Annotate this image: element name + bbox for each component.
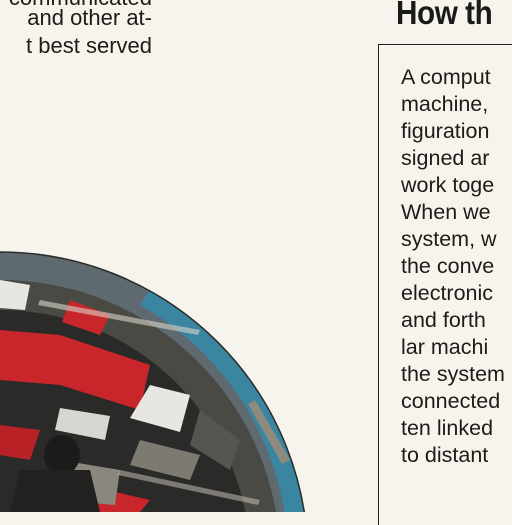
left-text-line-1: communicated [9,0,152,10]
box-text-line: ten linked [401,416,494,440]
box-text-line: machine, [401,92,489,116]
box-text-line: system, w [401,227,497,251]
box-text-line: electronic [401,281,494,305]
box-text-line: the system [401,362,505,386]
section-heading: How th [396,0,493,31]
left-text-line-3: t best served [26,33,152,58]
left-text-line-2: and other at- [27,5,152,30]
box-text-line: lar machi [401,335,489,359]
box-text-line: connected [401,389,501,413]
sidebar-box [378,44,512,525]
box-text-line: figuration [401,119,490,143]
box-text-line: and forth [401,308,486,332]
box-text-line: the conve [401,254,495,278]
box-text-line: A comput [401,65,491,89]
box-text-line: signed ar [401,146,490,170]
box-text-line: to distant [401,443,489,467]
box-text-line: work toge [401,173,495,197]
box-text-line: When we [401,200,491,224]
circular-photo-computer-room [0,251,308,512]
